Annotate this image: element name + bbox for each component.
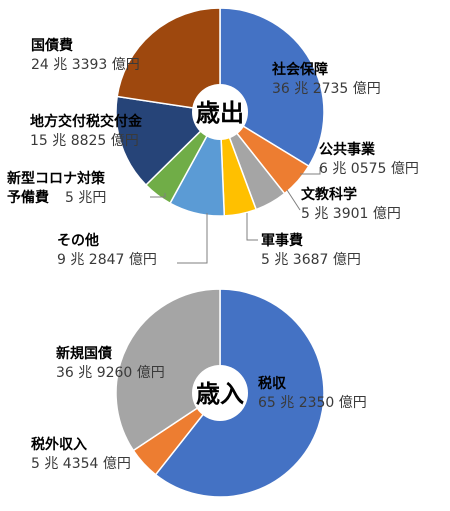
leader-line <box>300 167 321 175</box>
pie-slice-shakai-hosho <box>219 7 325 168</box>
slice-amount: 65 兆 2350 億円 <box>258 395 367 411</box>
label-corona-yobihi: 新型コロナ対策 予備費 5 兆円 <box>7 170 106 208</box>
leader-line <box>246 213 258 241</box>
label-chiho-kofuzei: 地方交付税交付金 15 兆 8825 億円 <box>30 113 142 151</box>
slice-amount: 5 兆 3687 億円 <box>261 252 361 268</box>
pie-center-hole <box>192 84 248 140</box>
slice-name: 国債費 <box>31 38 73 54</box>
label-shinki-kokusai: 新規国債 36 兆 9260 億円 <box>56 345 165 383</box>
label-sonota: その他 9 兆 2847 億円 <box>57 232 157 270</box>
slice-name: その他 <box>57 233 99 249</box>
slice-amount: 36 兆 9260 億円 <box>56 365 165 381</box>
label-shakai-hosho: 社会保障 36 兆 2735 億円 <box>272 61 381 99</box>
pie-center-hole <box>192 365 248 421</box>
label-bunkyo-kagaku: 文教科学 5 兆 3901 億円 <box>301 186 401 224</box>
slice-name: 新規国債 <box>56 346 112 362</box>
slice-amount: 5 兆 3901 億円 <box>301 206 401 222</box>
slice-amount: 5 兆円 <box>65 190 107 206</box>
slice-name-line2: 予備費 <box>7 190 49 206</box>
slice-name-line1: 新型コロナ対策 <box>7 171 105 187</box>
label-zeishu: 税収 65 兆 2350 億円 <box>258 375 367 413</box>
slice-name: 社会保障 <box>272 62 328 78</box>
slice-amount: 9 兆 2847 億円 <box>57 252 157 268</box>
pie-slice-kokusaihi <box>116 7 221 113</box>
leader-line <box>286 189 301 211</box>
slice-name: 税外収入 <box>31 437 87 453</box>
slice-amount: 24 兆 3393 億円 <box>31 57 140 73</box>
slice-amount: 15 兆 8825 億円 <box>30 133 139 149</box>
leader-line <box>177 213 208 264</box>
slice-name: 文教科学 <box>301 187 357 203</box>
leader-line <box>150 193 166 198</box>
slice-name: 税収 <box>258 376 286 392</box>
label-kokusaihi: 国債費 24 兆 3393 億円 <box>31 37 140 75</box>
slice-name: 軍事費 <box>261 233 303 249</box>
slice-name: 地方交付税交付金 <box>30 114 142 130</box>
label-kokyo-jigyo: 公共事業 6 兆 0575 億円 <box>319 141 419 179</box>
pie-center-label: 歳出 <box>196 99 244 127</box>
slice-name: 公共事業 <box>319 142 375 158</box>
slice-amount: 6 兆 0575 億円 <box>319 161 419 177</box>
label-gunjihi: 軍事費 5 兆 3687 億円 <box>261 232 361 270</box>
slice-amount: 5 兆 4354 億円 <box>31 456 131 472</box>
slice-amount: 36 兆 2735 億円 <box>272 81 381 97</box>
pie-slice-shinki-kokusai <box>115 288 221 452</box>
pie-center-label: 歳入 <box>196 380 244 408</box>
label-zeigai-shunyu: 税外収入 5 兆 4354 億円 <box>31 436 131 474</box>
